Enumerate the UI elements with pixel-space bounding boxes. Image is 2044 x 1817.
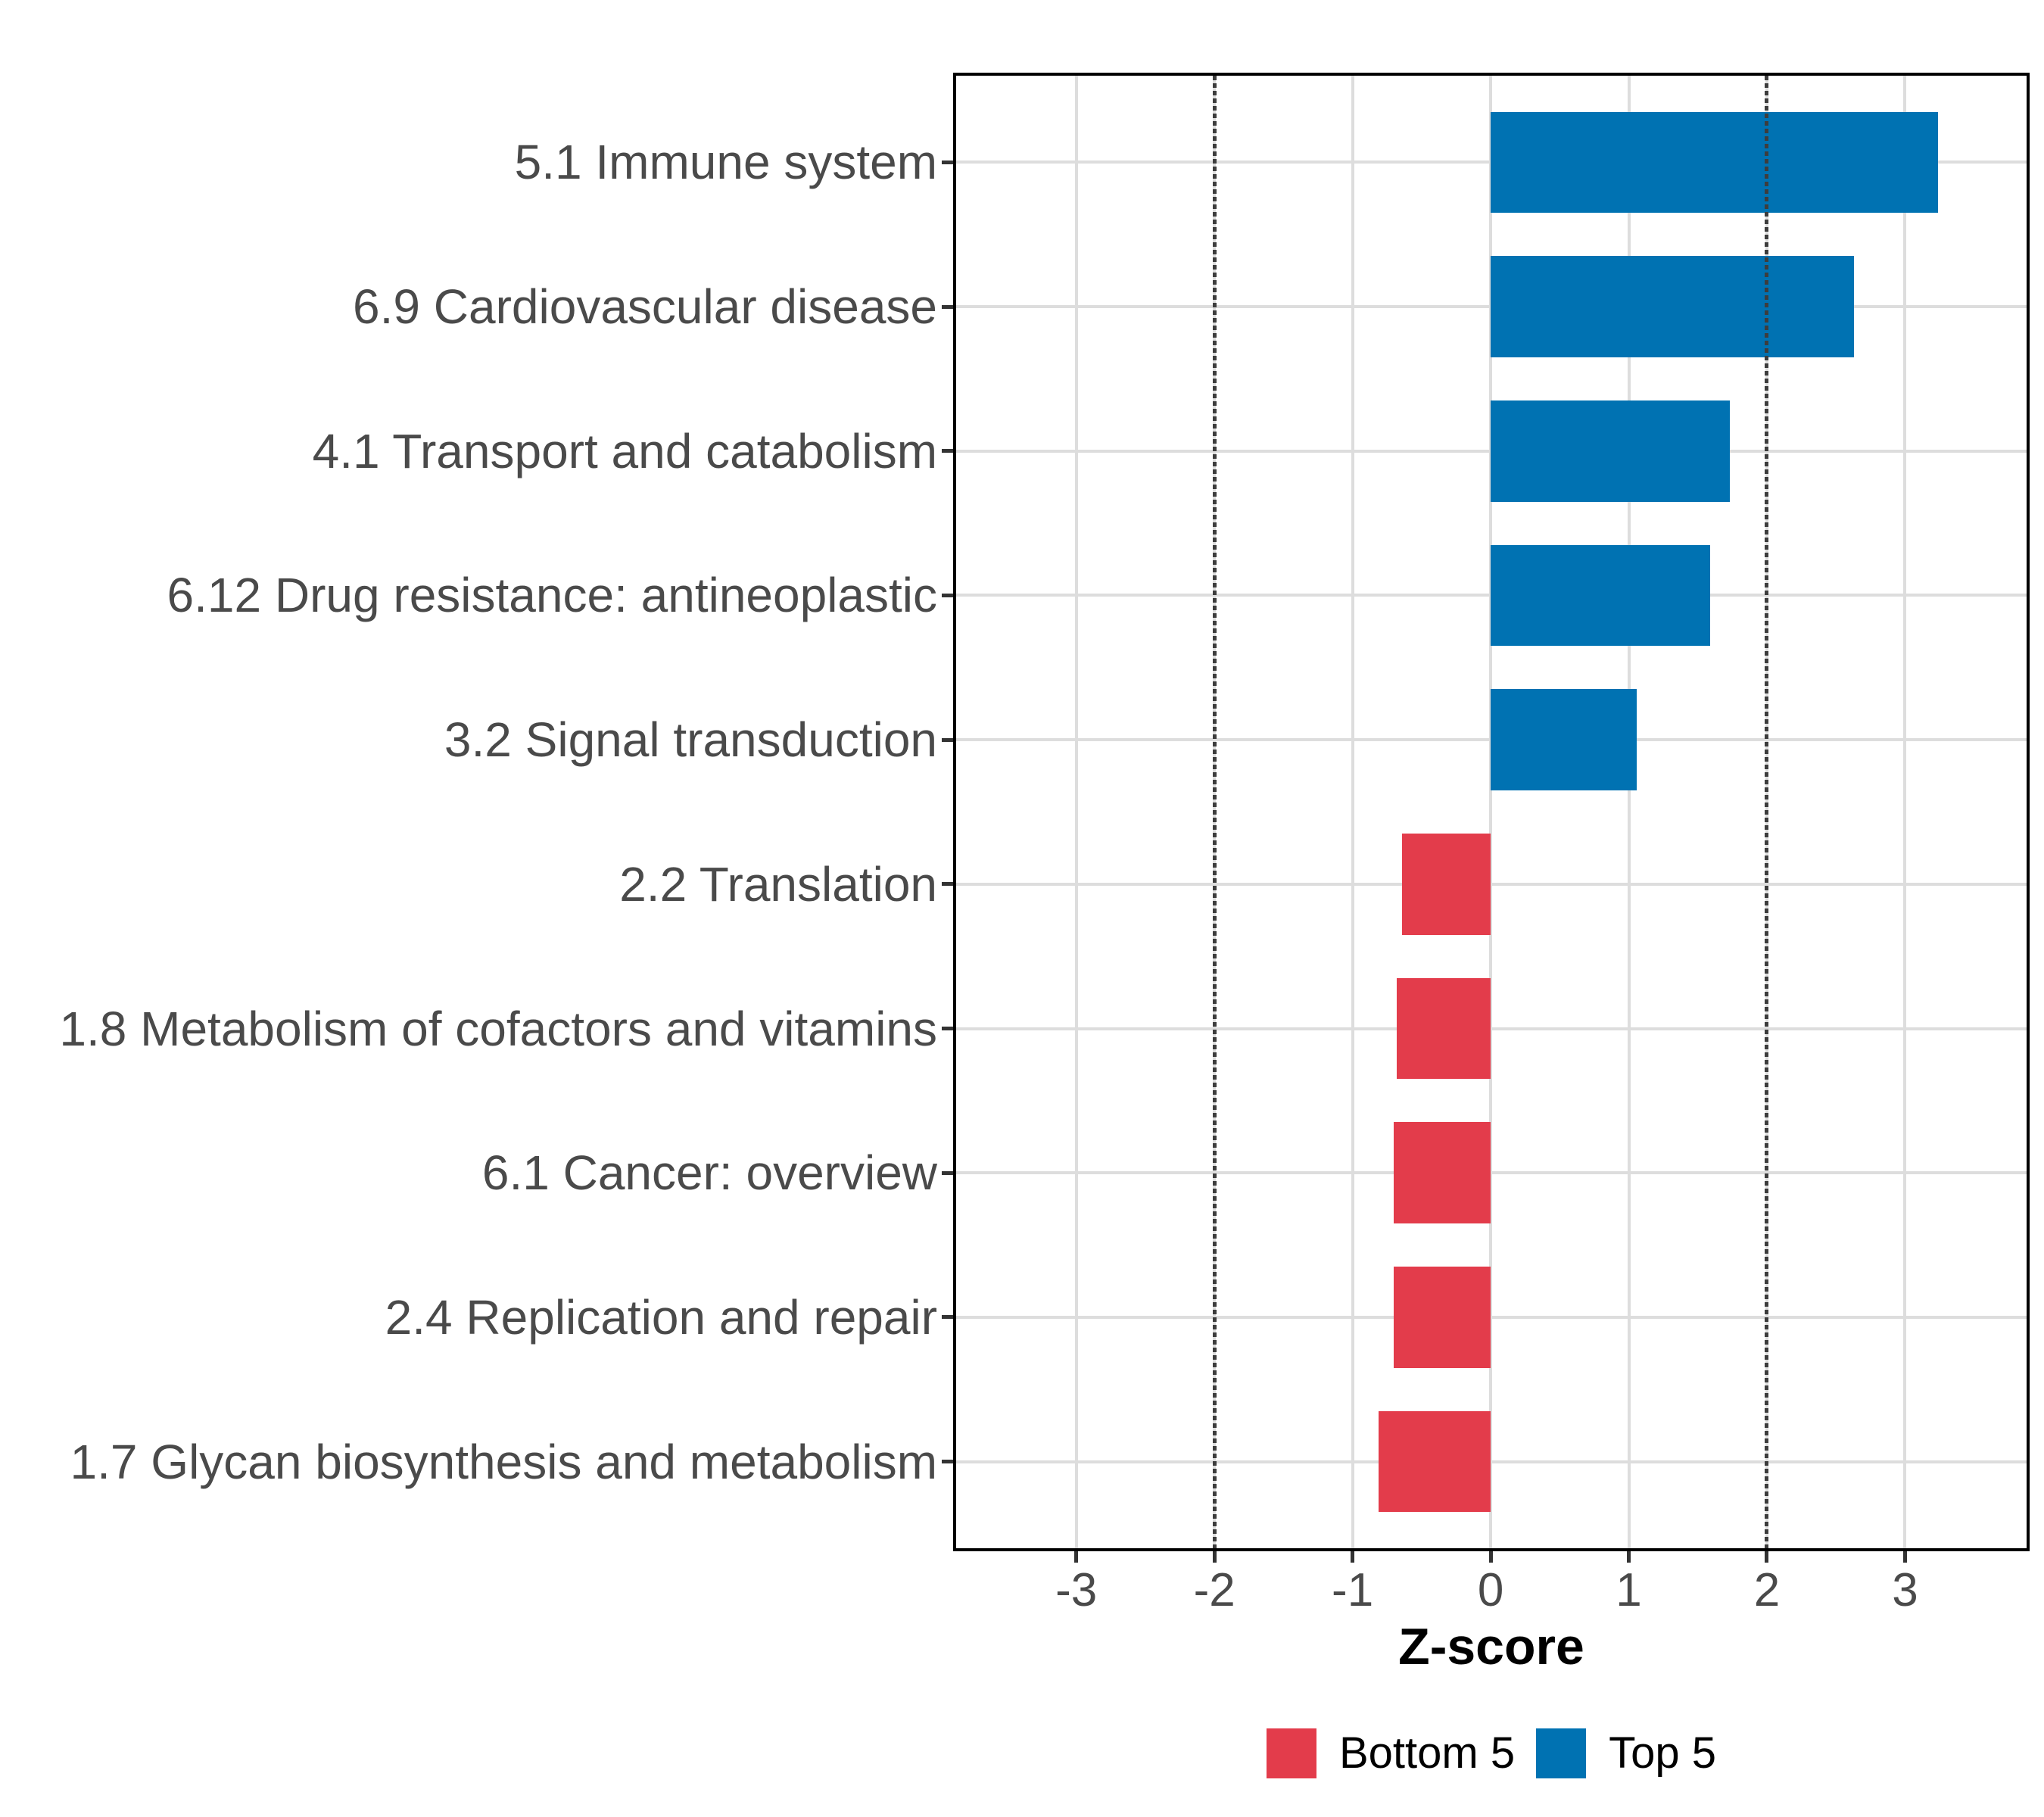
x-axis-tick [1902, 1551, 1907, 1563]
x-tick-label: 1 [1616, 1564, 1642, 1616]
y-axis-label: 5.1 Immune system [514, 135, 937, 190]
y-axis-tick [942, 449, 953, 453]
bar [1394, 1267, 1491, 1368]
major-gridline-vertical [1351, 76, 1354, 1548]
y-axis-tick [942, 304, 953, 309]
bar [1491, 400, 1730, 502]
bar [1491, 544, 1711, 647]
bar [1491, 689, 1637, 790]
y-axis-tick [942, 1170, 953, 1175]
y-axis-label: 6.1 Cancer: overview [481, 1145, 937, 1201]
legend-label: Bottom 5 [1338, 1728, 1516, 1778]
legend: Bottom 5 Top 5 [956, 1728, 2027, 1778]
y-axis-label: 6.12 Drug resistance: antineoplastic [167, 568, 937, 623]
y-axis-tick [942, 1460, 953, 1464]
y-axis-label: 3.2 Signal transduction [444, 712, 937, 768]
x-axis-tick [1765, 1551, 1769, 1563]
reference-line [1765, 76, 1769, 1548]
y-axis-tick [942, 1027, 953, 1031]
reference-line [1212, 76, 1217, 1548]
bar [1394, 1122, 1491, 1223]
y-axis-label: 2.4 Replication and repair [385, 1289, 937, 1345]
major-gridline-vertical [1627, 76, 1631, 1548]
x-axis-tick [1074, 1551, 1079, 1563]
bar [1491, 111, 1939, 213]
x-tick-label: 3 [1892, 1564, 1918, 1616]
major-gridline-vertical [1074, 76, 1078, 1548]
y-axis-tick [942, 737, 953, 742]
x-tick-label: 0 [1477, 1564, 1504, 1616]
y-axis-tick [942, 160, 953, 164]
x-tick-label: -3 [1055, 1564, 1098, 1616]
legend-swatch [1266, 1728, 1316, 1778]
plot-panel [953, 73, 2030, 1551]
x-tick-label: 2 [1753, 1564, 1781, 1616]
bar [1491, 256, 1854, 357]
y-axis-label: 6.9 Cardiovascular disease [353, 279, 937, 335]
y-axis-label: 1.7 Glycan biosynthesis and metabolism [70, 1434, 937, 1489]
bar [1402, 834, 1491, 935]
x-axis-tick [1212, 1551, 1217, 1563]
x-axis-title: Z-score [1398, 1618, 1584, 1675]
major-gridline-vertical [1903, 76, 1907, 1548]
y-axis-label: 1.8 Metabolism of cofactors and vitamins [59, 1001, 937, 1056]
x-axis-tick [1488, 1551, 1493, 1563]
x-axis-tick [1627, 1551, 1631, 1563]
y-axis-label: 2.2 Translation [619, 856, 937, 912]
x-tick-label: -2 [1193, 1564, 1235, 1616]
bar [1379, 1410, 1491, 1513]
x-tick-label: -1 [1332, 1564, 1374, 1616]
major-gridline-vertical [1489, 76, 1493, 1548]
legend-label: Top 5 [1609, 1728, 1716, 1778]
x-axis-tick [1351, 1551, 1355, 1563]
y-axis-tick [942, 882, 953, 887]
bar [1397, 977, 1491, 1080]
legend-item: Top 5 [1536, 1728, 1716, 1778]
y-axis-label: 4.1 Transport and catabolism [312, 423, 937, 478]
legend-swatch [1536, 1728, 1587, 1778]
y-axis-tick [942, 593, 953, 597]
y-axis-tick [942, 1315, 953, 1320]
legend-item: Bottom 5 [1266, 1728, 1516, 1778]
